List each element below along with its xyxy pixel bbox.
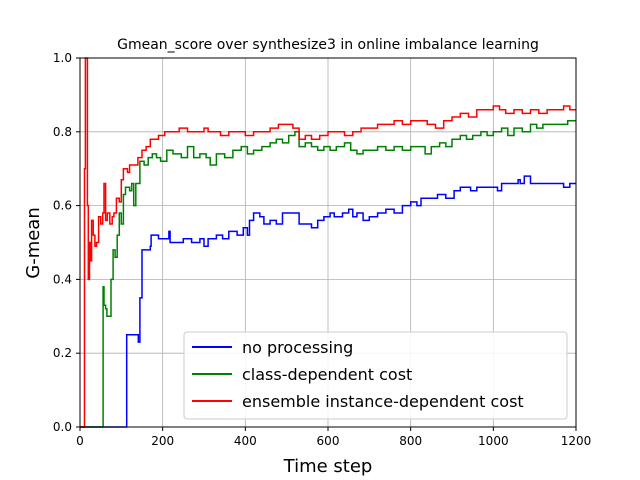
- legend-label-ensemble-instance-dependent-cost: ensemble instance-dependent cost: [242, 392, 524, 411]
- chart-title: Gmean_score over synthesize3 in online i…: [117, 37, 539, 53]
- x-tick-label: 1000: [478, 434, 509, 448]
- legend: no processing class-dependent cost ensembl…: [183, 331, 568, 420]
- x-tick-label: 400: [234, 434, 257, 448]
- legend-label-class-dependent-cost: class-dependent cost: [242, 365, 412, 384]
- x-tick-label: 800: [399, 434, 422, 448]
- legend-label-no-processing: no processing: [242, 338, 353, 357]
- x-tick-label: 0: [76, 434, 84, 448]
- x-axis: 0 200 400 600 800 1000 1200: [76, 427, 591, 448]
- series-line-class-dependent-cost: [80, 119, 576, 428]
- y-tick-label: 0.2: [53, 346, 72, 360]
- y-tick-label: 0.4: [53, 272, 72, 286]
- series-group: [80, 57, 576, 428]
- y-tick-label: 0.6: [53, 199, 72, 213]
- y-tick-label: 0.8: [53, 125, 72, 139]
- x-tick-label: 200: [151, 434, 174, 448]
- x-tick-label: 1200: [561, 434, 592, 448]
- y-axis: 0.0 0.2 0.4 0.6 0.8 1.0: [53, 51, 80, 434]
- y-tick-label: 0.0: [53, 420, 72, 434]
- y-tick-label: 1.0: [53, 51, 72, 65]
- x-tick-label: 600: [317, 434, 340, 448]
- y-axis-label: G-mean: [23, 207, 44, 279]
- series-line-no-processing: [80, 175, 576, 428]
- legend-box: [183, 331, 568, 420]
- x-axis-label: Time step: [283, 456, 373, 477]
- series-line-ensemble-instance-dependent-cost: [80, 57, 576, 428]
